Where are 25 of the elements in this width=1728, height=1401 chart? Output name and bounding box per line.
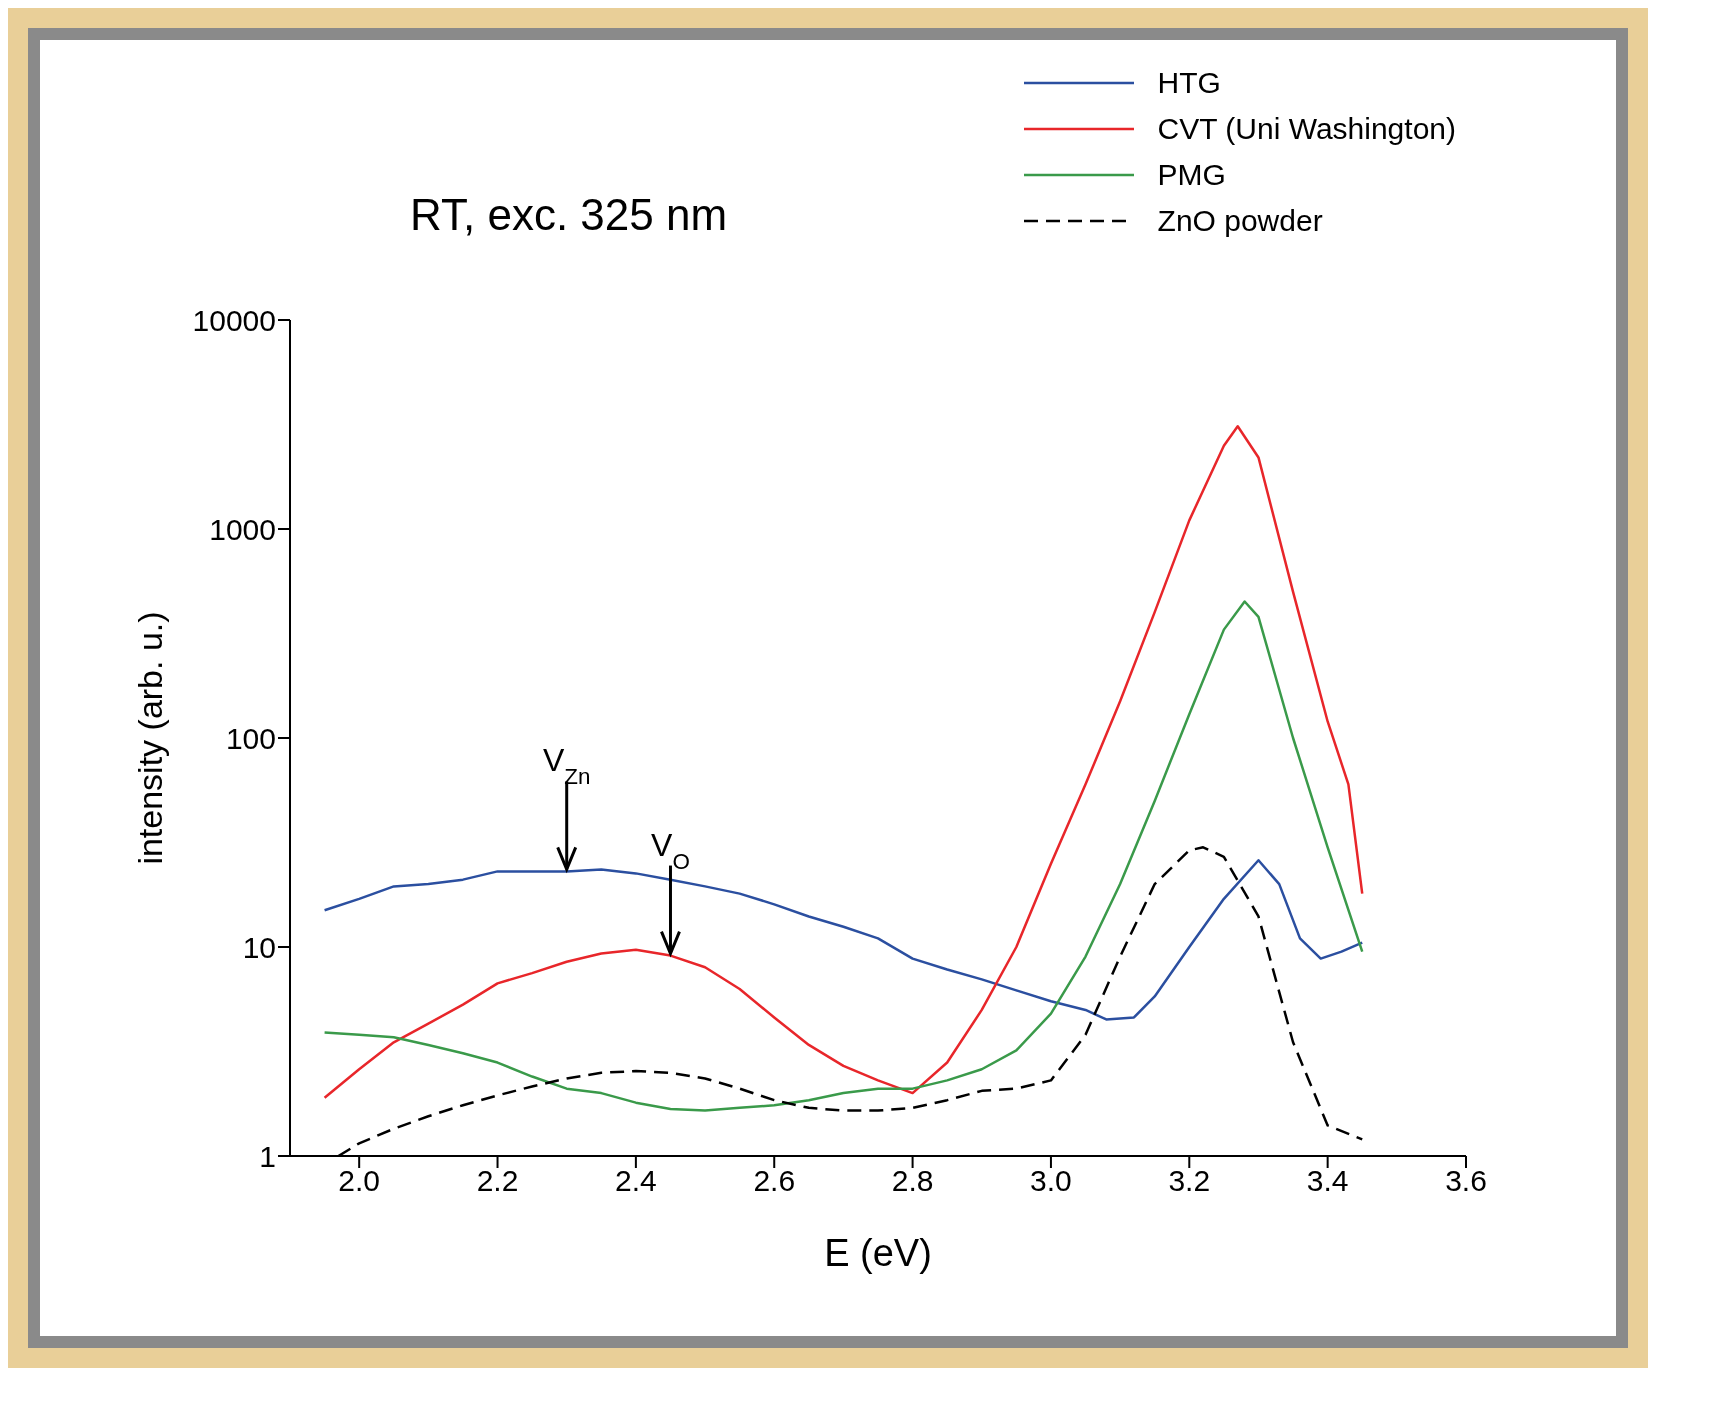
x-tick-label: 2.2	[476, 1164, 519, 1198]
x-tick-label: 2.8	[891, 1164, 934, 1198]
line-series	[323, 600, 1364, 1112]
x-tick-label: 2.4	[615, 1164, 657, 1198]
y-tick-label: 100	[225, 721, 276, 755]
y-tick-label: 10	[242, 930, 276, 964]
legend-label: PMG	[1157, 158, 1226, 192]
x-tick-label: 3.0	[1030, 1164, 1072, 1198]
legend-label: ZnO powder	[1157, 204, 1323, 238]
x-tick-label: 2.6	[753, 1164, 796, 1198]
x-tick-label: 3.6	[1445, 1164, 1487, 1198]
annotation: V$_{O}$	[651, 826, 690, 874]
legend-label: CVT (Uni Washington)	[1157, 112, 1456, 146]
line-series	[323, 425, 1364, 1099]
y-tick-label: 1	[259, 1139, 276, 1173]
x-tick-label: 3.4	[1306, 1164, 1349, 1198]
x-tick-label: 2.0	[338, 1164, 381, 1198]
y-tick-label: 10000	[192, 303, 276, 337]
x-tick-label: 3.2	[1168, 1164, 1211, 1198]
y-tick-label: 1000	[209, 512, 276, 546]
legend-label: HTG	[1157, 66, 1221, 100]
chart-title: RT, exc. 325 nm	[410, 190, 728, 240]
annotation: V$_{Zn}$	[542, 742, 591, 789]
y-axis-title: intensity (arb. u.)	[131, 611, 170, 865]
x-axis-title: E (eV)	[824, 1232, 932, 1274]
